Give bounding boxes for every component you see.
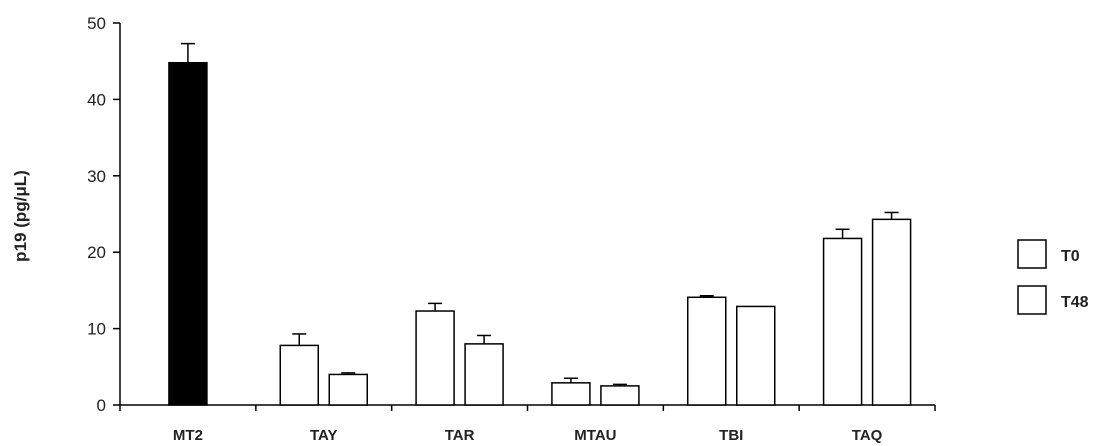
x-category-label: TAY bbox=[310, 427, 338, 444]
y-axis-title: p19 (pg/μL) bbox=[11, 170, 30, 262]
y-tick-label: 20 bbox=[87, 243, 106, 262]
y-tick-label: 30 bbox=[87, 167, 106, 186]
bars bbox=[168, 61, 912, 406]
bar-t0-mtau bbox=[551, 382, 591, 406]
legend: T0 T48 bbox=[1017, 239, 1089, 315]
bar-t48-mtau bbox=[600, 385, 640, 406]
y-tick-label: 0 bbox=[97, 396, 106, 415]
axes bbox=[119, 23, 936, 411]
x-category-label: TAQ bbox=[852, 427, 883, 444]
legend-label-t48: T48 bbox=[1061, 294, 1089, 311]
legend-swatch-t0 bbox=[1017, 239, 1047, 269]
x-category-labels: MT2 TAY TAR MTAU TBI TAQ bbox=[173, 427, 883, 444]
bar-mt2 bbox=[168, 61, 208, 406]
bar-t0-tay bbox=[279, 344, 319, 406]
bar-t0-taq bbox=[822, 237, 863, 406]
legend-swatch-t48 bbox=[1017, 285, 1047, 315]
x-category-label: MTAU bbox=[574, 427, 616, 444]
y-tick-label: 10 bbox=[87, 320, 106, 339]
bar-t48-tar bbox=[464, 343, 504, 406]
x-category-label: TAR bbox=[445, 427, 475, 444]
bar-t48-tbi bbox=[736, 305, 776, 406]
y-ticks: 0 10 20 30 40 50 bbox=[87, 14, 120, 415]
y-tick-label: 50 bbox=[87, 14, 106, 33]
bar-t48-taq bbox=[871, 218, 912, 406]
x-category-label: MT2 bbox=[173, 427, 203, 444]
bar-t0-tar bbox=[415, 310, 455, 406]
error-bars bbox=[180, 42, 899, 386]
legend-label-t0: T0 bbox=[1061, 248, 1080, 265]
bar-t48-tay bbox=[328, 373, 368, 406]
y-tick-label: 40 bbox=[87, 90, 106, 109]
x-category-label: TBI bbox=[719, 427, 743, 444]
bar-t0-tbi bbox=[687, 296, 727, 406]
